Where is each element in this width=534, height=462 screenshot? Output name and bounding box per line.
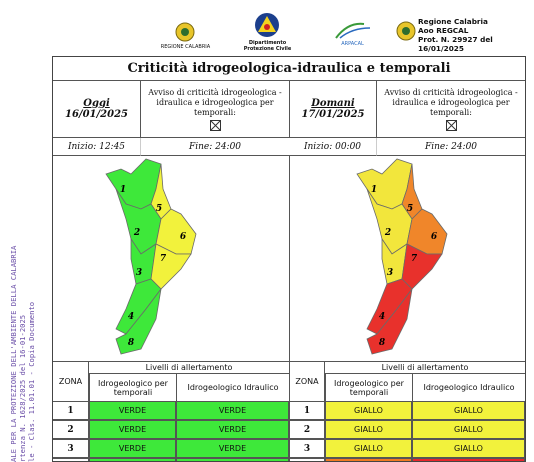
title: Criticità idrogeologica-idraulica e temp… <box>53 57 525 81</box>
zone-number: 1 <box>53 401 89 420</box>
column-header: Idrogeologico Idraulico <box>176 374 289 401</box>
logo-text: REGIONE CALABRIA <box>160 44 211 50</box>
zone-area <box>115 288 162 355</box>
alert-level: VERDE <box>89 401 176 420</box>
alert-level: GIALLO <box>325 401 412 420</box>
day-date: 17/01/2025 <box>301 109 365 120</box>
zone-number: 4 <box>289 458 325 461</box>
notice-text: Avviso di criticità idrogeologica - idra… <box>148 87 282 117</box>
column-header: Idrogeologico Idraulico <box>412 374 525 401</box>
day-date: 16/01/2025 <box>65 109 128 120</box>
zone-label: 4 <box>379 312 385 322</box>
zone-header: ZONA <box>289 361 325 401</box>
checkbox <box>209 119 221 131</box>
stamp-line: rtenza N. 1628/2025 del 16-01-2025 <box>18 314 27 462</box>
alert-level: VERDE <box>176 458 289 461</box>
alert-level: ARANCIONE <box>325 458 412 461</box>
notice: Avviso di criticità idrogeologica - idra… <box>141 81 289 138</box>
zone-number: 4 <box>53 458 89 461</box>
checkbox-box <box>209 119 221 131</box>
alert-level: VERDE <box>176 439 289 458</box>
stamp-line: ALE PER LA PROTEZIONE DELL'AMBIENTE DELL… <box>9 245 18 462</box>
logo-icon <box>175 22 195 42</box>
zone-label: 6 <box>431 232 438 242</box>
column-header: Idrogeologico per temporali <box>89 374 176 401</box>
logo-icon <box>255 13 279 37</box>
end-time: Fine: 24:00 <box>141 138 289 156</box>
zone-label: 1 <box>371 185 377 195</box>
protocol-line: Prot. N. 29927 del 16/01/2025 <box>418 35 493 53</box>
stamp-line: le - Clas. 11.01.01 - Copia Documento <box>27 301 36 462</box>
zone-label: 7 <box>160 254 167 264</box>
alert-level: VERDE <box>89 458 176 461</box>
checkbox-x <box>446 120 456 130</box>
levels-title: Livelli di allertamento <box>325 361 525 374</box>
zone-number: 2 <box>53 420 89 439</box>
alert-level: VERDE <box>89 420 176 439</box>
zone-label: 5 <box>407 204 413 214</box>
zone-label: 6 <box>180 232 187 242</box>
checkbox <box>445 119 457 131</box>
zone-label: 2 <box>384 228 391 238</box>
zone-label: 3 <box>136 268 142 278</box>
notice: Avviso di criticità idrogeologica - idra… <box>377 81 525 138</box>
zone-number: 2 <box>289 420 325 439</box>
zone-map: 1 5 2 6 3 7 4 8 <box>289 156 448 361</box>
map-group: 1 5 2 6 3 7 4 8 <box>105 158 197 355</box>
alert-level: GIALLO <box>412 401 525 420</box>
alert-level: VERDE <box>176 420 289 439</box>
day-label: Domani <box>311 98 355 109</box>
end-time: Fine: 24:00 <box>377 138 525 156</box>
logo-icon <box>396 21 416 41</box>
zone-label: 4 <box>128 312 134 322</box>
zone-area <box>366 288 413 355</box>
zone-label: 3 <box>387 268 393 278</box>
column-header: Idrogeologico per temporali <box>325 374 412 401</box>
notice-text: Avviso di criticità idrogeologica - idra… <box>384 87 518 117</box>
protocol-line: Regione Calabria <box>418 17 488 26</box>
checkbox-box <box>445 119 457 131</box>
levels-title: Livelli di allertamento <box>89 361 289 374</box>
zone-number: 3 <box>289 439 325 458</box>
alert-level: VERDE <box>176 401 289 420</box>
logo-text: ARPACAL <box>341 41 364 47</box>
start-time: Inizio: 00:00 <box>289 138 377 156</box>
day-heading: Oggi 16/01/2025 <box>53 81 141 138</box>
zone-number: 3 <box>53 439 89 458</box>
alert-level: ROSSO <box>412 458 525 461</box>
alert-level: GIALLO <box>412 439 525 458</box>
protocol-line: Aoo REGCAL <box>418 26 469 35</box>
alert-level: VERDE <box>89 439 176 458</box>
zone-label: 7 <box>411 254 418 264</box>
day-label: Oggi <box>83 98 110 109</box>
zone-header: ZONA <box>53 361 89 401</box>
zone-number: 1 <box>289 401 325 420</box>
zone-label: 5 <box>156 204 162 214</box>
alert-level: GIALLO <box>325 439 412 458</box>
zone-label: 8 <box>379 338 386 348</box>
header: REGIONE CALABRIA Dipartimento Protezione… <box>0 0 534 55</box>
start-time: Inizio: 12:45 <box>53 138 141 156</box>
zone-label: 2 <box>133 228 140 238</box>
logo-text: Dipartimento <box>248 40 287 46</box>
zone-label: 8 <box>128 338 135 348</box>
checkbox-x <box>210 120 220 130</box>
day-heading: Domani 17/01/2025 <box>289 81 377 138</box>
zone-label: 1 <box>120 185 126 195</box>
map-group: 1 5 2 6 3 7 4 8 <box>356 158 448 355</box>
logo-icon <box>335 22 371 39</box>
protocol: Regione Calabria Aoo REGCAL Prot. N. 29927… <box>418 17 534 53</box>
logo-text: Protezione Civile <box>243 46 292 52</box>
zone-map: 1 5 2 6 3 7 4 8 <box>105 158 197 355</box>
alert-level: GIALLO <box>325 420 412 439</box>
bulletin: Criticità idrogeologica-idraulica e temp… <box>52 56 526 462</box>
alert-level: GIALLO <box>412 420 525 439</box>
